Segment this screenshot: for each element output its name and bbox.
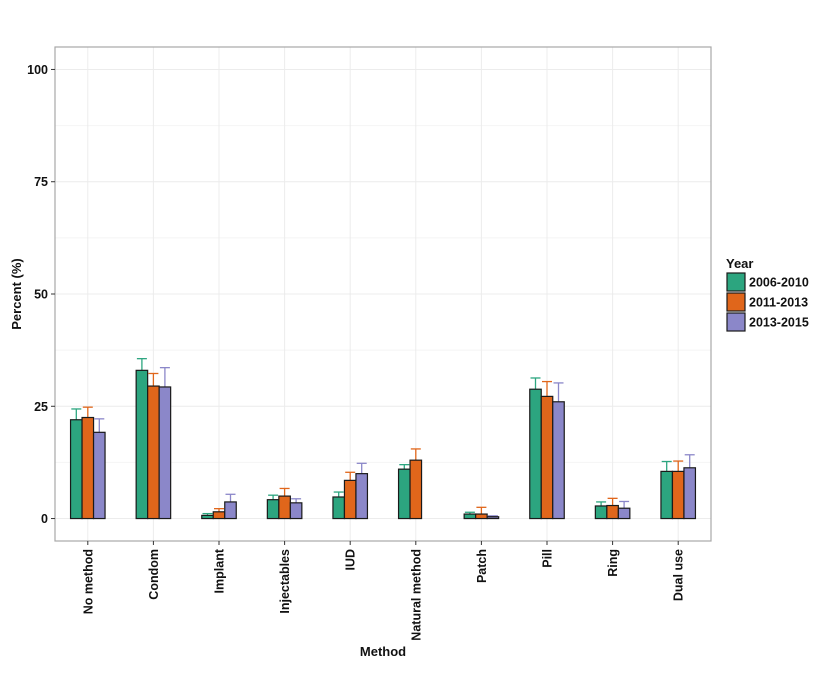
bar [289, 502, 303, 520]
bar [92, 431, 106, 520]
bar [486, 516, 500, 520]
bar [158, 386, 172, 520]
bar [69, 419, 83, 520]
x-tick-label: Dual use [672, 549, 686, 601]
x-tick-label: Injectables [278, 549, 292, 614]
legend: Year 2006-2010 2011-2013 2013-2015 [726, 256, 809, 332]
legend-key [726, 312, 746, 332]
bar [147, 385, 160, 520]
bar [355, 473, 369, 520]
x-tick-label: Natural method [409, 549, 423, 641]
x-tick-label: Ring [606, 549, 620, 577]
legend-label: 2011-2013 [749, 296, 808, 310]
y-tick-label: 100 [27, 63, 48, 77]
x-tick-label: Condom [147, 549, 161, 600]
bar [529, 388, 542, 520]
bar [617, 507, 631, 520]
bar [224, 501, 237, 520]
x-tick-label: Implant [213, 548, 227, 593]
bar [552, 401, 565, 520]
bar [397, 468, 411, 520]
y-tick-label: 50 [34, 288, 48, 302]
x-axis: No method Condom Implant Injectables IUD Natu… [81, 541, 686, 641]
bar [671, 470, 685, 520]
bar [475, 513, 488, 520]
bar [135, 369, 149, 520]
y-tick-label: 25 [34, 400, 48, 414]
bar [332, 496, 346, 520]
x-tick-label: No method [81, 549, 95, 614]
y-axis-title: Percent (%) [9, 258, 24, 330]
x-tick-label: Patch [475, 549, 489, 583]
y-axis: 0 25 50 75 100 [27, 63, 55, 526]
legend-key [726, 272, 746, 292]
bar [212, 511, 226, 520]
bar [266, 499, 280, 520]
x-tick-label: IUD [344, 549, 358, 571]
bar [278, 495, 291, 520]
x-tick-label: Pill [541, 549, 555, 568]
bar [540, 395, 554, 520]
grid-layer [55, 47, 711, 541]
legend-key [726, 292, 746, 312]
bar [343, 479, 357, 520]
bars-layer [69, 358, 697, 520]
bar [683, 467, 697, 520]
legend-label: 2006-2010 [749, 276, 809, 290]
bar [409, 459, 423, 520]
bar [463, 513, 477, 520]
x-axis-title: Method [360, 644, 406, 659]
y-tick-label: 0 [41, 512, 48, 526]
bar [81, 416, 95, 520]
bar [594, 505, 608, 520]
bar [606, 504, 619, 520]
bar [201, 514, 214, 520]
y-tick-label: 75 [34, 175, 48, 189]
legend-title: Year [726, 256, 753, 271]
legend-label: 2013-2015 [749, 316, 809, 330]
bar [660, 470, 674, 520]
